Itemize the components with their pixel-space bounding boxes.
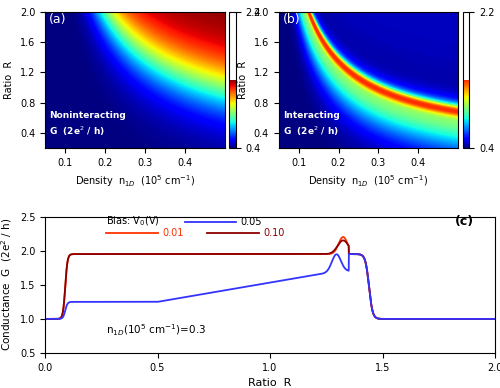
Text: (c): (c) (454, 215, 473, 228)
Text: Bias: V$_0$(V): Bias: V$_0$(V) (106, 215, 160, 229)
Text: (a): (a) (49, 13, 66, 26)
Y-axis label: Conductance  G  (2e$^2$ / h): Conductance G (2e$^2$ / h) (0, 218, 14, 352)
Text: 0.01: 0.01 (162, 228, 184, 237)
Text: Interacting: Interacting (282, 111, 340, 120)
Text: 0.10: 0.10 (263, 228, 284, 237)
X-axis label: Density  n$_{1D}$  (10$^5$ cm$^{-1}$): Density n$_{1D}$ (10$^5$ cm$^{-1}$) (308, 173, 428, 189)
Text: n$_{1D}$(10$^5$ cm$^{-1}$)=0.3: n$_{1D}$(10$^5$ cm$^{-1}$)=0.3 (106, 322, 206, 338)
X-axis label: Density  n$_{1D}$  (10$^5$ cm$^{-1}$): Density n$_{1D}$ (10$^5$ cm$^{-1}$) (75, 173, 195, 189)
Text: (b): (b) (282, 13, 300, 26)
Text: 0.05: 0.05 (241, 217, 262, 227)
Y-axis label: Ratio  R: Ratio R (4, 61, 15, 99)
Text: G  (2e$^2$ / h): G (2e$^2$ / h) (282, 124, 339, 138)
Text: G  (2e$^2$ / h): G (2e$^2$ / h) (49, 124, 105, 138)
Text: Noninteracting: Noninteracting (49, 111, 126, 120)
X-axis label: Ratio  R: Ratio R (248, 378, 292, 388)
Y-axis label: Ratio  R: Ratio R (238, 61, 248, 99)
